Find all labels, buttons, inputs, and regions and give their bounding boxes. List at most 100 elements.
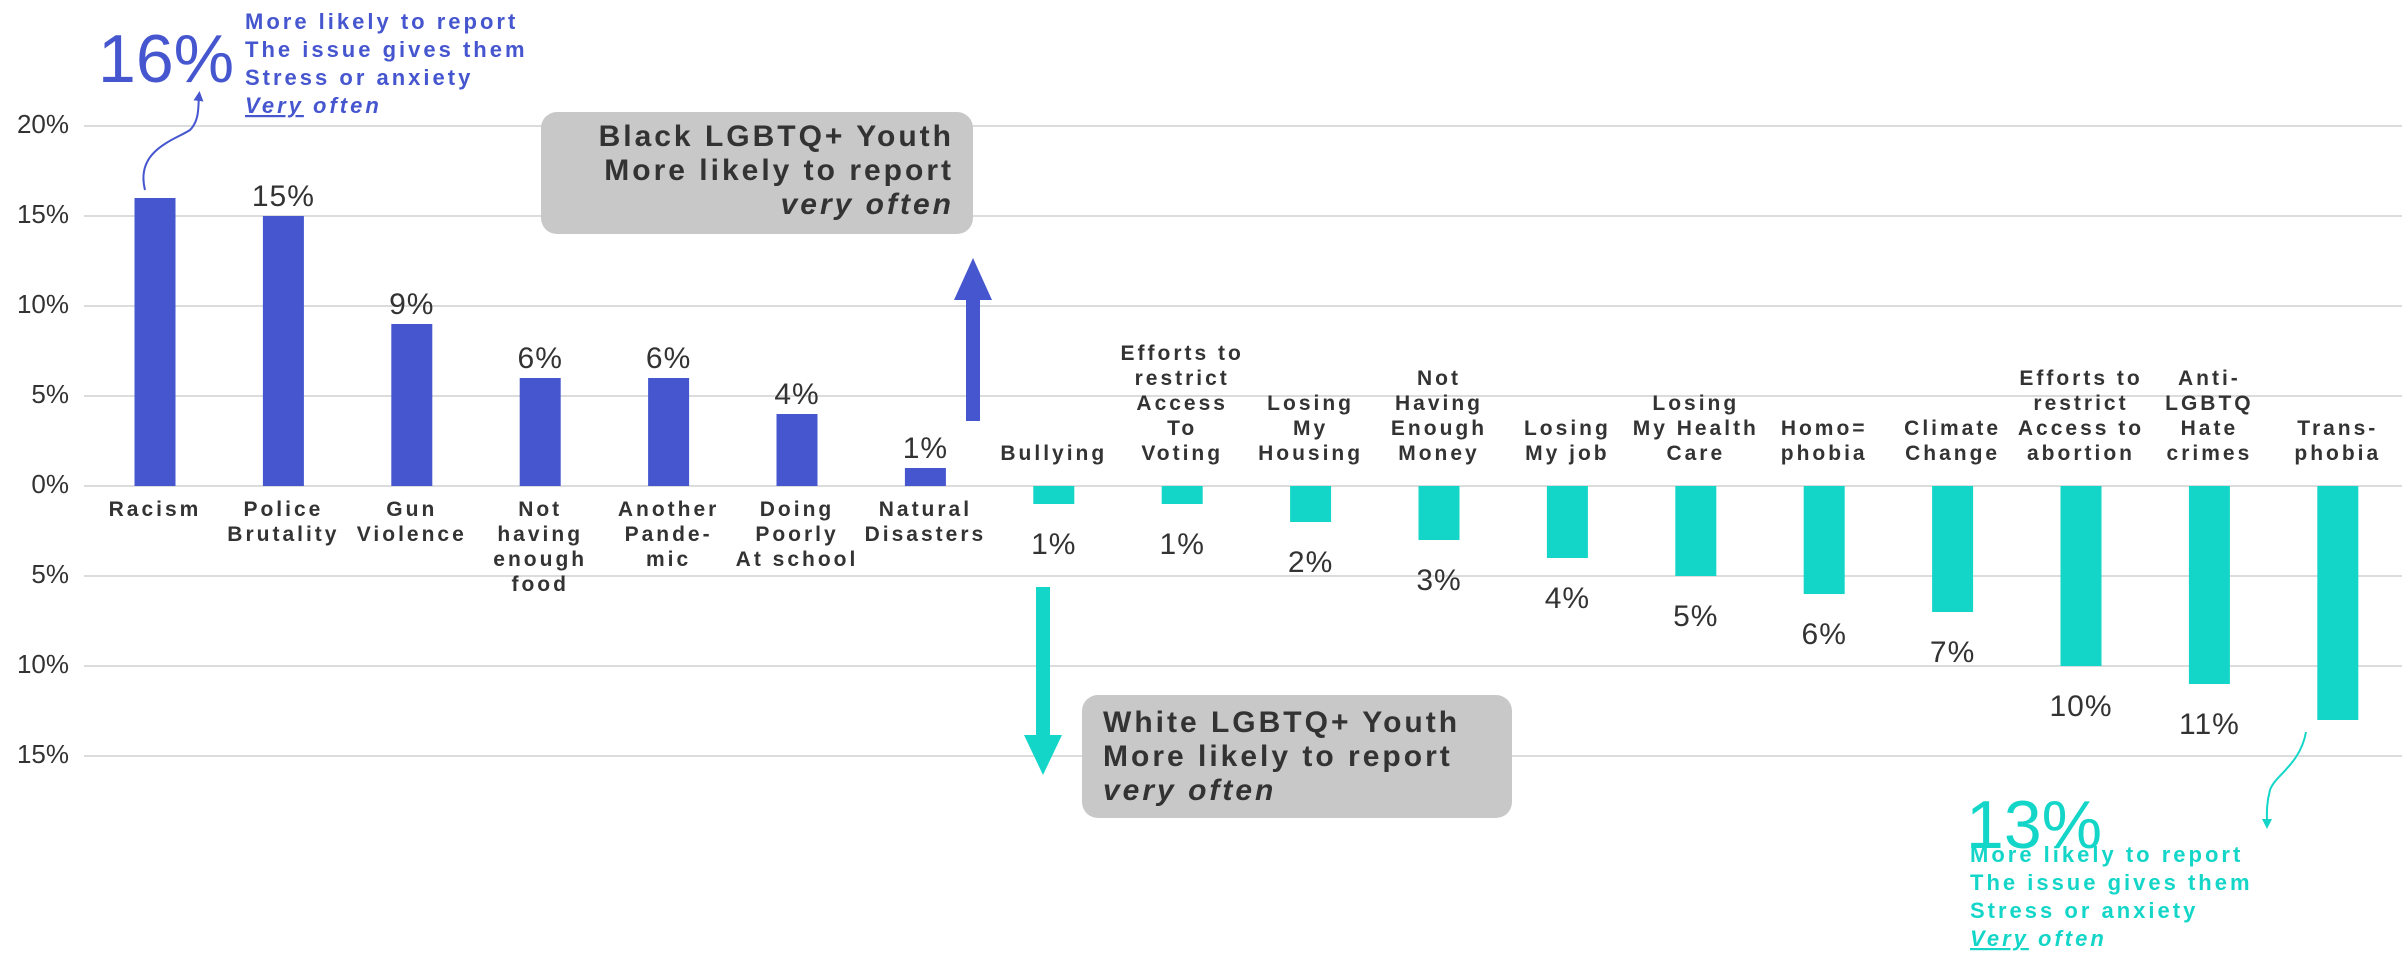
category-line: Brutality xyxy=(227,523,339,546)
category-line: Violence xyxy=(357,523,467,546)
category-line: Change xyxy=(1905,442,2000,465)
category-label: Efforts to restrict Access To Voting xyxy=(1121,342,1244,465)
bar xyxy=(1932,486,1974,612)
bar xyxy=(1803,486,1845,594)
category-line: restrict xyxy=(2033,392,2128,415)
bar xyxy=(262,216,304,486)
category-label: Losing My Health Care xyxy=(1633,392,1759,465)
y-tick-label: 15% xyxy=(17,199,69,229)
box-line: More likely to report xyxy=(1103,740,1453,773)
bar xyxy=(391,324,433,486)
bar xyxy=(1546,486,1588,558)
value-label: 1% xyxy=(1160,528,1205,561)
category-line: Disasters xyxy=(865,523,987,546)
emph-gap xyxy=(2029,926,2038,951)
category-line: Losing xyxy=(1267,392,1354,415)
category-line: phobia xyxy=(1781,442,1868,465)
category-label: Gun Violence xyxy=(357,498,467,546)
category-label: Not having enough food xyxy=(493,498,587,596)
category-line: having xyxy=(497,523,583,546)
category-line: enough xyxy=(493,548,587,571)
category-line: Racism xyxy=(109,498,202,521)
bar xyxy=(1033,486,1075,504)
category-label: Losing My job xyxy=(1524,417,1611,465)
category-line: Care xyxy=(1666,442,1725,465)
box-italic: very often xyxy=(1103,774,1276,807)
callout-emphasis: Very often xyxy=(1970,926,2107,951)
box-line: Black LGBTQ+ Youth xyxy=(599,120,954,153)
category-line: Homo= xyxy=(1781,417,1868,440)
value-label: 6% xyxy=(646,342,691,375)
y-tick-label: 20% xyxy=(17,109,69,139)
value-label: 5% xyxy=(1673,600,1718,633)
bar xyxy=(2317,486,2359,720)
value-label: 1% xyxy=(1031,528,1076,561)
emph-tail: often xyxy=(2038,926,2107,951)
category-line: Efforts to xyxy=(2019,367,2142,390)
category-line: Housing xyxy=(1258,442,1363,465)
category-line: LGBTQ xyxy=(2165,392,2254,415)
category-line: My xyxy=(1293,417,1328,440)
bar xyxy=(776,414,818,486)
category-line: restrict xyxy=(1135,367,1230,390)
value-label: 4% xyxy=(1545,582,1590,615)
category-line: Police xyxy=(243,498,323,521)
category-line: My job xyxy=(1525,442,1610,465)
value-label: 10% xyxy=(2049,690,2112,723)
value-label: 6% xyxy=(1802,618,1847,651)
category-line: Enough xyxy=(1391,417,1487,440)
bar xyxy=(1290,486,1332,522)
category-line: Gun xyxy=(386,498,437,521)
bar xyxy=(519,378,561,486)
category-line: Not xyxy=(518,498,562,521)
category-line: Trans- xyxy=(2297,417,2378,440)
value-label: 9% xyxy=(389,288,434,321)
category-label: Another Pande-mic xyxy=(618,498,720,571)
value-label: 15% xyxy=(252,180,315,213)
category-line: Anti- xyxy=(2178,367,2241,390)
bar xyxy=(2188,486,2230,684)
category-line: Having xyxy=(1395,392,1483,415)
category-label: Bullying xyxy=(1000,442,1107,465)
category-label: Efforts to restrict Access to abortion xyxy=(2018,367,2144,465)
value-label: 3% xyxy=(1416,564,1461,597)
bar xyxy=(1161,486,1203,504)
bar xyxy=(1418,486,1460,540)
category-line: crimes xyxy=(2167,442,2253,465)
category-line: Climate xyxy=(1904,417,2001,440)
value-label: 1% xyxy=(903,432,948,465)
category-line: phobia xyxy=(2294,442,2381,465)
up-arrow-head xyxy=(954,258,992,300)
y-tick-label: 5% xyxy=(31,379,69,409)
category-line: Hate xyxy=(2181,417,2239,440)
category-line: Doing xyxy=(760,498,834,521)
box-italic: very often xyxy=(781,188,954,221)
category-label: Trans-phobia xyxy=(2294,417,2381,465)
category-line: Natural xyxy=(879,498,972,521)
callout-line: Stress or anxiety xyxy=(1970,898,2198,923)
callout-line: Stress or anxiety xyxy=(245,65,473,90)
white-callout-arrow xyxy=(2261,731,2307,829)
bar xyxy=(904,468,946,486)
category-label: Not Having Enough Money xyxy=(1391,367,1487,465)
category-line: To xyxy=(1167,417,1197,440)
category-line: Efforts to xyxy=(1121,342,1244,365)
category-line: Access to xyxy=(2018,417,2144,440)
y-tick-label: 15% xyxy=(17,739,69,769)
callout-value: 16% xyxy=(98,21,234,97)
callout-line: The issue gives them xyxy=(1970,870,2253,895)
category-line: Access xyxy=(1136,392,1228,415)
white-box xyxy=(1082,695,1512,818)
category-line: Losing xyxy=(1524,417,1611,440)
value-label: 11% xyxy=(2179,708,2240,741)
emph: Very xyxy=(1970,926,2029,951)
category-line: food xyxy=(511,573,568,596)
category-line: Not xyxy=(1417,367,1461,390)
box-line: White LGBTQ+ Youth xyxy=(1103,706,1460,739)
bar xyxy=(2060,486,2102,666)
category-line: At school xyxy=(736,548,859,571)
emph-gap xyxy=(304,93,313,118)
category-line: mic xyxy=(646,548,691,571)
y-tick-label: 10% xyxy=(17,649,69,679)
category-label: Homo= phobia xyxy=(1781,417,1868,465)
